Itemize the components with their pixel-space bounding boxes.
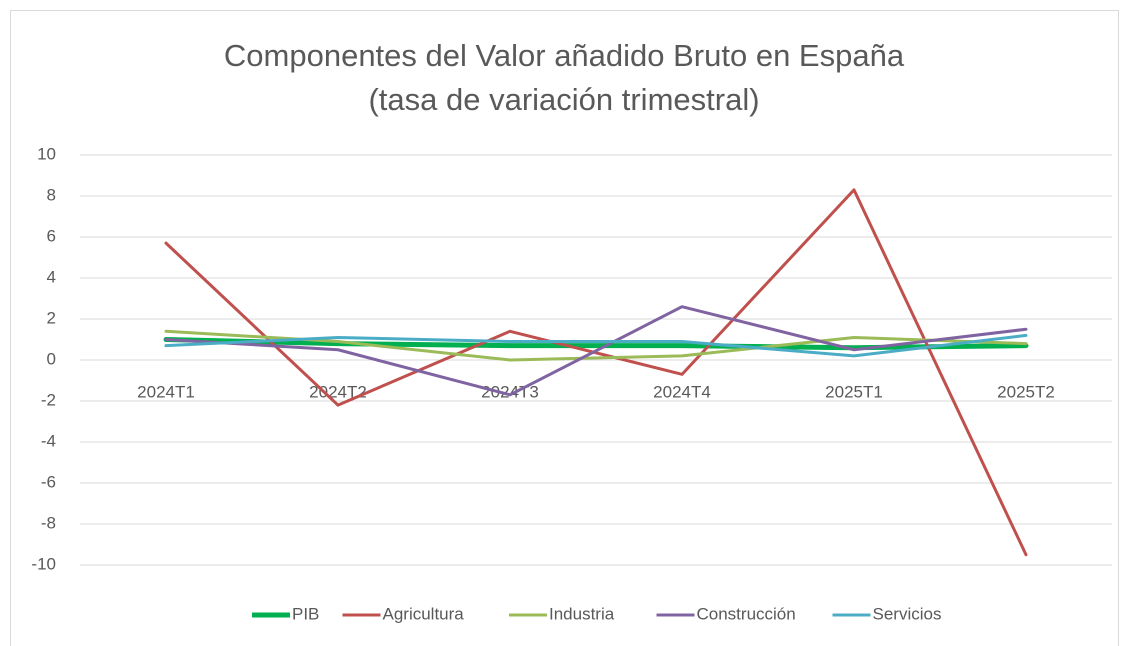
y-tick-label: -2 [41, 390, 56, 409]
chart-border [10, 10, 1119, 646]
legend-label: Servicios [873, 604, 942, 623]
y-tick-label: 0 [47, 349, 56, 368]
legend-label: PIB [292, 604, 319, 623]
y-tick-label: 6 [47, 226, 56, 245]
y-tick-label: -6 [41, 472, 56, 491]
y-tick-label: 2 [47, 308, 56, 327]
legend-label: Construcción [697, 604, 796, 623]
y-tick-label: 10 [37, 144, 56, 163]
chart-title: Componentes del Valor añadido Bruto en E… [224, 38, 905, 73]
series-line [164, 333, 1028, 358]
series-line [164, 188, 1028, 557]
x-tick-label: 2024T1 [137, 382, 195, 401]
x-tick-label: 2025T1 [825, 382, 883, 401]
series-line [164, 305, 1028, 397]
y-tick-label: 8 [47, 185, 56, 204]
x-tick-label: 2024T2 [309, 382, 367, 401]
chart-subtitle: (tasa de variación trimestral) [368, 82, 759, 117]
y-tick-label: 4 [47, 267, 56, 286]
y-tick-label: -8 [41, 513, 56, 532]
legend-label: Industria [549, 604, 615, 623]
y-tick-label: -4 [41, 431, 56, 450]
y-tick-label: -10 [31, 554, 56, 573]
x-tick-label: 2025T2 [997, 382, 1055, 401]
x-tick-label: 2024T4 [653, 382, 711, 401]
legend-label: Agricultura [383, 604, 465, 623]
